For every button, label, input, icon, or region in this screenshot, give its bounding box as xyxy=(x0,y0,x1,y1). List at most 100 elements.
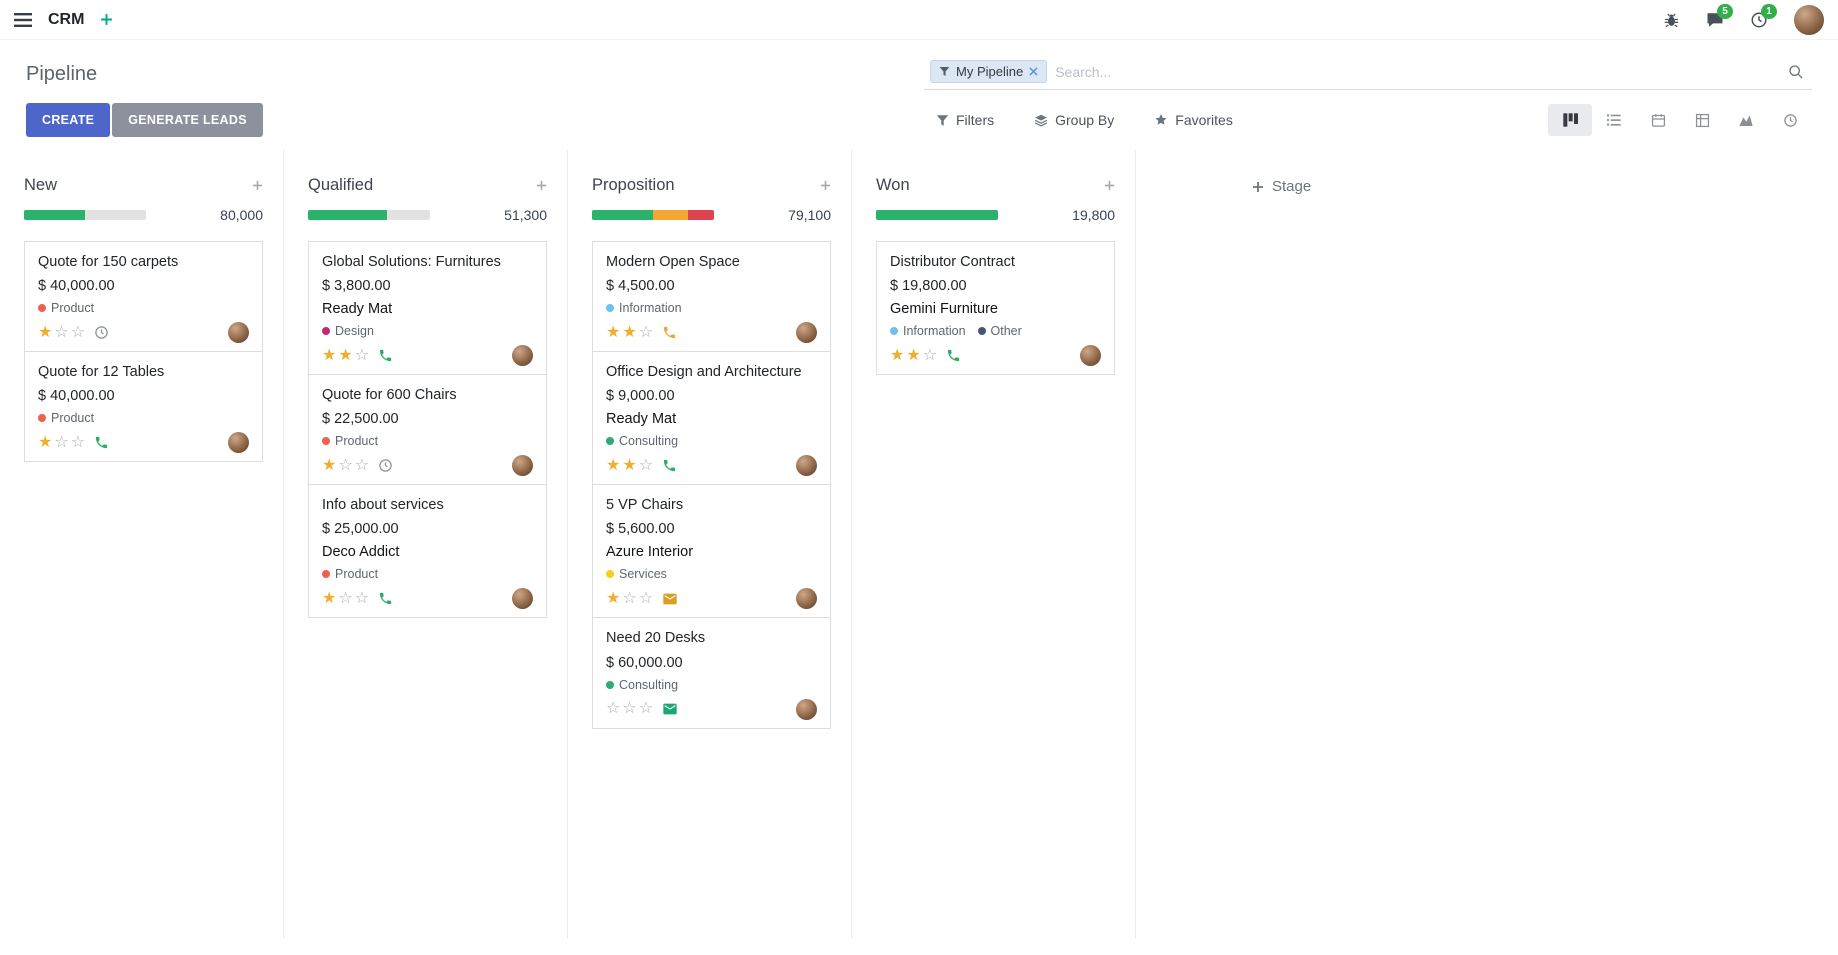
priority-star[interactable]: ☆ xyxy=(638,456,654,474)
priority-star[interactable]: ☆ xyxy=(638,323,654,341)
stage-progressbar[interactable] xyxy=(876,210,998,220)
priority-star[interactable]: ☆ xyxy=(922,346,938,364)
search-icon[interactable] xyxy=(1788,64,1804,80)
progressbar-segment[interactable] xyxy=(876,210,998,220)
card-title: Office Design and Architecture xyxy=(606,364,802,381)
group-by-menu-button[interactable]: Group By xyxy=(1034,112,1114,128)
add-record-button[interactable] xyxy=(1104,180,1115,191)
add-record-button[interactable] xyxy=(820,180,831,191)
kanban-card[interactable]: Info about services $ 25,000.00 Deco Addi… xyxy=(308,484,547,619)
kanban-card[interactable]: 5 VP Chairs $ 5,600.00 Azure Interior Serv… xyxy=(592,484,831,619)
kanban-card[interactable]: Modern Open Space $ 4,500.00 Information … xyxy=(592,241,831,353)
priority-star[interactable]: ☆ xyxy=(638,700,654,717)
kanban-view-button[interactable] xyxy=(1548,104,1592,136)
kanban-card[interactable]: Quote for 12 Tables $ 40,000.00 Product ★… xyxy=(24,351,263,463)
progressbar-segment[interactable] xyxy=(592,210,653,220)
priority-star[interactable]: ★ xyxy=(890,346,905,364)
activities-button[interactable]: 1 xyxy=(1750,3,1777,29)
progressbar-segment[interactable] xyxy=(308,210,388,220)
stage-progressbar[interactable] xyxy=(308,210,430,220)
card-partner: Gemini Furniture xyxy=(890,301,998,318)
user-avatar[interactable] xyxy=(1794,4,1824,35)
generate-leads-button[interactable]: GENERATE LEADS xyxy=(112,103,263,137)
priority-star[interactable]: ★ xyxy=(606,456,621,474)
priority-star[interactable]: ★ xyxy=(338,346,353,364)
priority-star[interactable]: ☆ xyxy=(338,589,353,607)
progressbar-segment[interactable] xyxy=(24,210,85,220)
kanban-card[interactable]: Quote for 150 carpets $ 40,000.00 Product… xyxy=(24,241,263,353)
priority-star[interactable]: ★ xyxy=(322,456,337,474)
priority-star[interactable]: ☆ xyxy=(354,456,370,474)
clock-activity-icon[interactable] xyxy=(378,458,393,473)
favorites-menu-button[interactable]: Favorites xyxy=(1154,112,1233,128)
kanban-card[interactable]: Need 20 Desks $ 60,000.00 Consulting ☆ ☆ ☆ xyxy=(592,617,831,729)
add-stage-button[interactable]: Stage xyxy=(1252,178,1311,195)
apps-menu-button[interactable] xyxy=(14,12,32,27)
activity-view-button[interactable] xyxy=(1768,104,1812,136)
app-name[interactable]: CRM xyxy=(48,10,85,28)
bug-icon xyxy=(1664,13,1679,28)
priority-star[interactable]: ☆ xyxy=(638,589,654,607)
calendar-view-button[interactable] xyxy=(1636,104,1680,136)
priority-star[interactable]: ☆ xyxy=(54,323,69,341)
priority-star[interactable]: ★ xyxy=(38,433,53,451)
priority-star[interactable]: ★ xyxy=(906,346,921,364)
quick-add-button[interactable] xyxy=(100,13,113,26)
kanban-board: New 80,000 Quote for 150 carpets $ 40,00… xyxy=(0,150,1838,939)
phone-activity-icon[interactable] xyxy=(662,458,677,473)
card-amount: $ 22,500.00 xyxy=(322,411,399,428)
card-partner: Deco Addict xyxy=(322,544,400,561)
priority-star[interactable]: ★ xyxy=(606,589,621,607)
kanban-view-icon xyxy=(1563,113,1578,127)
list-view-button[interactable] xyxy=(1592,104,1636,136)
priority-star[interactable]: ☆ xyxy=(54,433,69,451)
kanban-card[interactable]: Global Solutions: Furnitures $ 3,800.00 R… xyxy=(308,241,547,376)
phone-activity-icon[interactable] xyxy=(662,325,677,340)
progressbar-segment[interactable] xyxy=(653,210,689,220)
phone-activity-icon[interactable] xyxy=(946,348,961,363)
priority-star[interactable]: ☆ xyxy=(70,433,86,451)
priority-star[interactable]: ★ xyxy=(38,323,53,341)
card-title: Quote for 600 Chairs xyxy=(322,387,457,404)
progressbar-segment[interactable] xyxy=(688,210,714,220)
priority-star[interactable]: ☆ xyxy=(622,700,637,717)
stage-progressbar[interactable] xyxy=(24,210,146,220)
filters-menu-button[interactable]: Filters xyxy=(936,112,994,128)
phone-activity-icon[interactable] xyxy=(94,435,109,450)
add-record-button[interactable] xyxy=(536,180,547,191)
search-facet-chip[interactable]: My Pipeline xyxy=(930,60,1048,83)
stage-name[interactable]: Proposition xyxy=(592,176,675,194)
clock-activity-icon[interactable] xyxy=(94,325,109,340)
priority-star[interactable]: ☆ xyxy=(70,323,86,341)
create-button[interactable]: CREATE xyxy=(26,103,111,137)
priority-star[interactable]: ☆ xyxy=(338,456,353,474)
phone-activity-icon[interactable] xyxy=(378,348,393,363)
priority-star[interactable]: ☆ xyxy=(354,589,370,607)
priority-star[interactable]: ☆ xyxy=(354,346,370,364)
stage-name[interactable]: Won xyxy=(876,176,910,194)
graph-view-button[interactable] xyxy=(1724,104,1768,136)
priority-star[interactable]: ☆ xyxy=(606,700,621,717)
priority-star[interactable]: ★ xyxy=(622,323,637,341)
stage-name[interactable]: New xyxy=(24,176,58,194)
priority-star[interactable]: ★ xyxy=(606,323,621,341)
stage-name[interactable]: Qualified xyxy=(308,176,374,194)
phone-activity-icon[interactable] xyxy=(378,591,393,606)
kanban-card[interactable]: Quote for 600 Chairs $ 22,500.00 Product … xyxy=(308,374,547,486)
debug-button[interactable] xyxy=(1663,11,1680,28)
priority-star[interactable]: ★ xyxy=(322,346,337,364)
pivot-view-button[interactable] xyxy=(1680,104,1724,136)
stage-progressbar[interactable] xyxy=(592,210,714,220)
priority-star[interactable]: ★ xyxy=(622,456,637,474)
mail-activity-icon[interactable] xyxy=(662,701,678,717)
kanban-card[interactable]: Office Design and Architecture $ 9,000.0… xyxy=(592,351,831,486)
priority-star[interactable]: ★ xyxy=(322,589,337,607)
mail-activity-icon[interactable] xyxy=(662,591,678,607)
add-record-button[interactable] xyxy=(252,180,263,191)
kanban-card[interactable]: Distributor Contract $ 19,800.00 Gemini F… xyxy=(876,241,1115,376)
card-partner: Azure Interior xyxy=(606,544,694,561)
priority-star[interactable]: ☆ xyxy=(622,589,637,607)
messages-button[interactable]: 5 xyxy=(1706,3,1733,29)
search-input[interactable] xyxy=(1055,63,1780,80)
remove-facet-icon[interactable] xyxy=(1029,67,1038,76)
